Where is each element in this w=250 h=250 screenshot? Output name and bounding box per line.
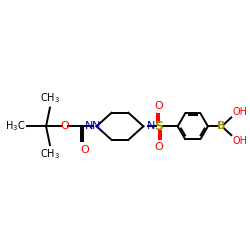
Text: N: N (147, 121, 155, 131)
Text: O: O (154, 101, 163, 111)
Text: H$_3$C: H$_3$C (5, 120, 25, 133)
Text: CH$_3$: CH$_3$ (40, 92, 60, 106)
Text: O: O (60, 121, 69, 131)
Text: N: N (92, 121, 101, 131)
Text: O: O (80, 144, 89, 154)
Text: CH$_3$: CH$_3$ (40, 147, 60, 161)
Text: S: S (154, 120, 164, 133)
Text: N: N (85, 121, 93, 131)
Text: OH: OH (232, 107, 247, 117)
Text: B: B (217, 121, 226, 131)
Text: O: O (154, 142, 163, 152)
Text: OH: OH (232, 136, 247, 146)
